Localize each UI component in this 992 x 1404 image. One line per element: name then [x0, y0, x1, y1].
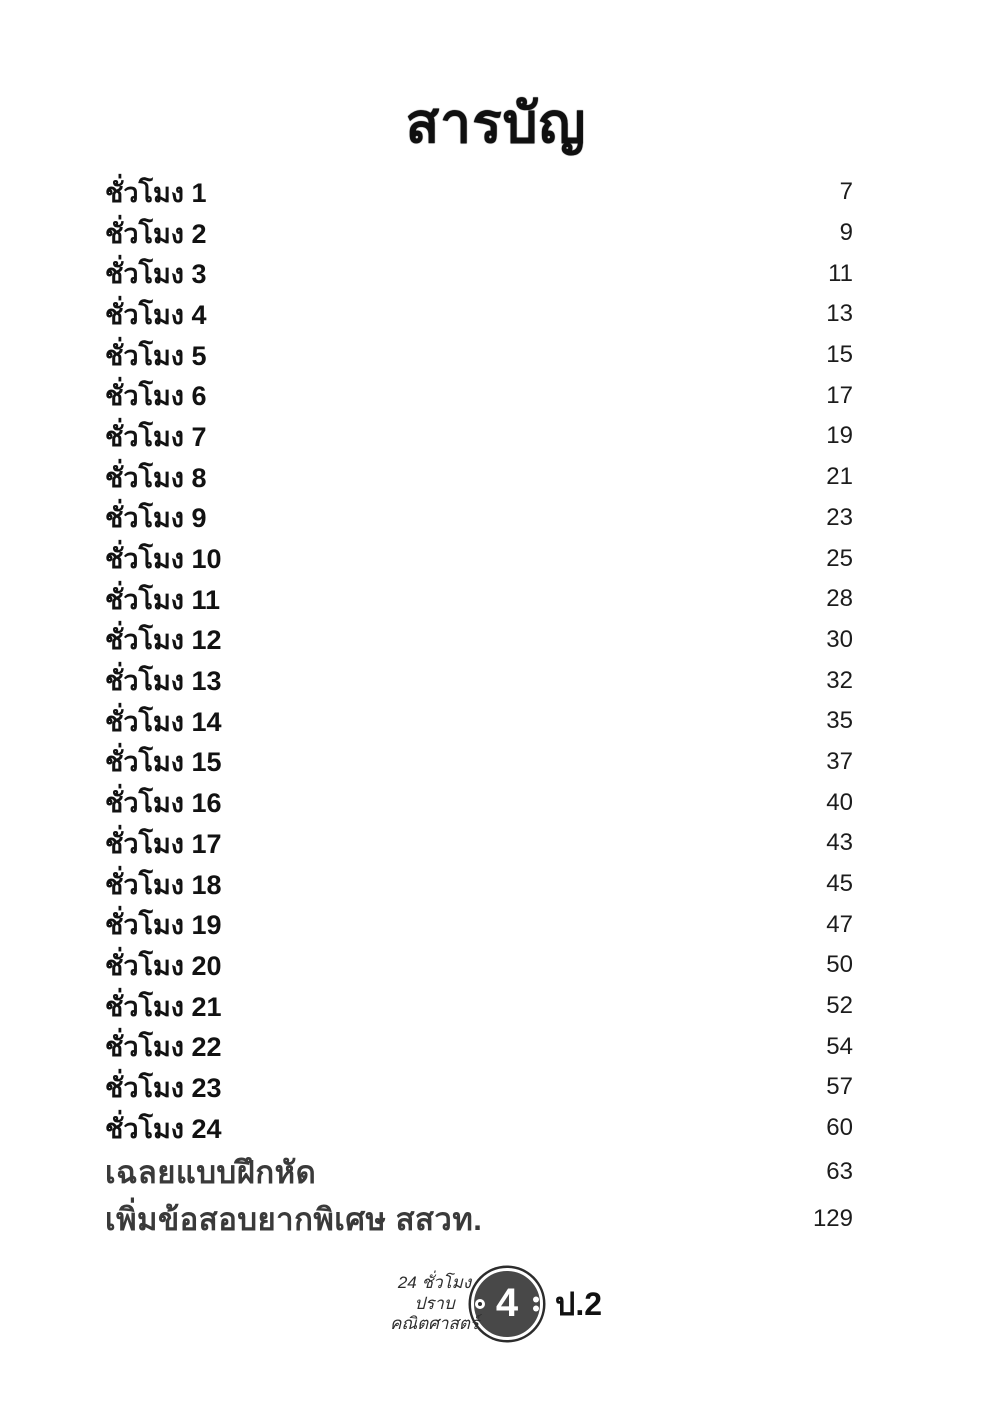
toc-item-label: เฉลยแบบฝึกหัด	[105, 1155, 317, 1190]
badge-left-dot-icon	[475, 1299, 486, 1309]
toc-item-label: ชั่วโมง 4	[105, 299, 207, 330]
toc-row: ชั่วโมง 10 25	[105, 538, 853, 579]
toc-item-page: 52	[826, 992, 853, 1020]
toc-row: ชั่วโมง 13 32	[105, 660, 853, 701]
toc-row: ชั่วโมง 6 17	[105, 375, 853, 416]
toc-item-label: ชั่วโมง 13	[105, 666, 222, 697]
toc-item-label: ชั่วโมง 3	[105, 259, 207, 290]
toc-item-page: 11	[828, 259, 853, 287]
series-line-3: คณิตศาสตร์	[389, 1314, 480, 1334]
toc-item-page: 15	[826, 341, 853, 369]
toc-row: ชั่วโมง 7 19	[105, 416, 853, 457]
page-footer: 24 ชั่วโมง ปราบ คณิตศาสตร์ 4 ป.2	[0, 1268, 992, 1340]
toc-item-label: ชั่วโมง 15	[105, 747, 222, 778]
toc-item-page: 40	[826, 788, 853, 816]
toc-item-page: 57	[826, 1073, 853, 1101]
toc-row: เฉลยแบบฝึกหัด 63	[105, 1149, 853, 1196]
toc-item-label: ชั่วโมง 9	[105, 503, 207, 534]
toc-row: ชั่วโมง 17 43	[105, 823, 853, 864]
badge-right-dots-icon	[533, 1296, 540, 1312]
toc-item-label: ชั่วโมง 7	[105, 421, 207, 452]
toc-item-label: ชั่วโมง 17	[105, 828, 222, 859]
toc-item-label: ชั่วโมง 6	[105, 381, 207, 412]
page-number-badge: 4	[471, 1268, 544, 1340]
toc-item-label: ชั่วโมง 23	[105, 1072, 222, 1103]
series-line-2: ปราบ	[414, 1293, 455, 1313]
toc-item-page: 17	[826, 381, 853, 409]
toc-item-page: 50	[826, 951, 853, 979]
toc-item-page: 63	[826, 1158, 853, 1185]
toc-item-label: ชั่วโมง 21	[105, 991, 222, 1022]
toc-item-label: ชั่วโมง 8	[105, 462, 207, 493]
toc-item-label: ชั่วโมง 20	[105, 950, 222, 981]
toc-row: ชั่วโมง 22 54	[105, 1026, 853, 1067]
toc-item-page: 28	[826, 585, 853, 613]
toc-item-label: ชั่วโมง 18	[105, 869, 222, 900]
toc-row: เพิ่มข้อสอบยากพิเศษ สสวท. 129	[105, 1196, 853, 1243]
page-number: 4	[495, 1281, 519, 1325]
toc-item-page: 45	[826, 870, 853, 898]
toc-item-label: ชั่วโมง 11	[105, 584, 221, 615]
toc-row: ชั่วโมง 18 45	[105, 864, 853, 905]
toc-item-page: 47	[826, 910, 853, 938]
toc-item-page: 7	[839, 178, 853, 206]
toc-item-label: ชั่วโมง 24	[105, 1113, 222, 1144]
toc-row: ชั่วโมง 4 13	[105, 294, 853, 335]
toc-item-label: ชั่วโมง 12	[105, 625, 222, 656]
toc-item-page: 21	[826, 463, 853, 491]
grade-label: ป.2	[555, 1285, 603, 1322]
book-series-title: 24 ชั่วโมง ปราบ คณิตศาสตร์	[390, 1273, 479, 1335]
toc-item-page: 30	[826, 625, 853, 653]
toc-row: ชั่วโมง 11 28	[105, 579, 853, 620]
toc-row: ชั่วโมง 2 9	[105, 213, 853, 254]
toc-item-page: 54	[826, 1032, 853, 1060]
toc-row: ชั่วโมง 12 30	[105, 620, 853, 661]
toc-item-page: 19	[826, 422, 853, 450]
toc-item-page: 35	[826, 707, 853, 735]
toc-row: ชั่วโมง 3 11	[105, 253, 853, 294]
series-line-1: 24 ชั่วโมง	[397, 1272, 472, 1292]
toc-row: ชั่วโมง 23 57	[105, 1067, 853, 1108]
toc-item-page: 23	[826, 503, 853, 531]
toc-item-label: ชั่วโมง 2	[105, 218, 207, 249]
toc-item-label: ชั่วโมง 1	[105, 177, 207, 208]
toc-item-label: ชั่วโมง 14	[105, 706, 222, 737]
toc-item-page: 37	[826, 747, 853, 775]
toc-row: ชั่วโมง 21 52	[105, 986, 853, 1027]
toc-row: ชั่วโมง 24 60	[105, 1108, 853, 1149]
toc-row: ชั่วโมง 8 21	[105, 457, 853, 498]
toc-item-page: 13	[826, 300, 853, 328]
toc-item-label: ชั่วโมง 22	[105, 1032, 222, 1063]
toc-row: ชั่วโมง 15 37	[105, 742, 853, 783]
page-title: สารบัญ	[405, 92, 587, 154]
toc-item-page: 32	[826, 666, 853, 694]
toc-item-page: 129	[812, 1205, 853, 1232]
toc-item-label: ชั่วโมง 19	[105, 910, 222, 941]
toc-item-label: เพิ่มข้อสอบยากพิเศษ สสวท.	[105, 1202, 483, 1237]
toc-row: ชั่วโมง 19 47	[105, 904, 853, 945]
toc-row: ชั่วโมง 16 40	[105, 782, 853, 823]
toc-row: ชั่วโมง 9 23	[105, 498, 853, 539]
toc-row: ชั่วโมง 14 35	[105, 701, 853, 742]
toc-item-label: ชั่วโมง 5	[105, 340, 207, 371]
toc-item-page: 25	[826, 544, 853, 572]
toc-item-label: ชั่วโมง 16	[105, 788, 222, 819]
toc-item-page: 43	[826, 829, 853, 857]
toc-row: ชั่วโมง 5 15	[105, 335, 853, 376]
toc-item-label: ชั่วโมง 10	[105, 544, 222, 575]
toc-row: ชั่วโมง 20 50	[105, 945, 853, 986]
toc-item-page: 60	[826, 1114, 853, 1142]
toc-list: ชั่วโมง 1 7 ชั่วโมง 2 9 ชั่วโมง 3 11 ชั่…	[105, 172, 853, 1243]
toc-row: ชั่วโมง 1 7	[105, 172, 853, 213]
toc-item-page: 9	[839, 219, 853, 247]
